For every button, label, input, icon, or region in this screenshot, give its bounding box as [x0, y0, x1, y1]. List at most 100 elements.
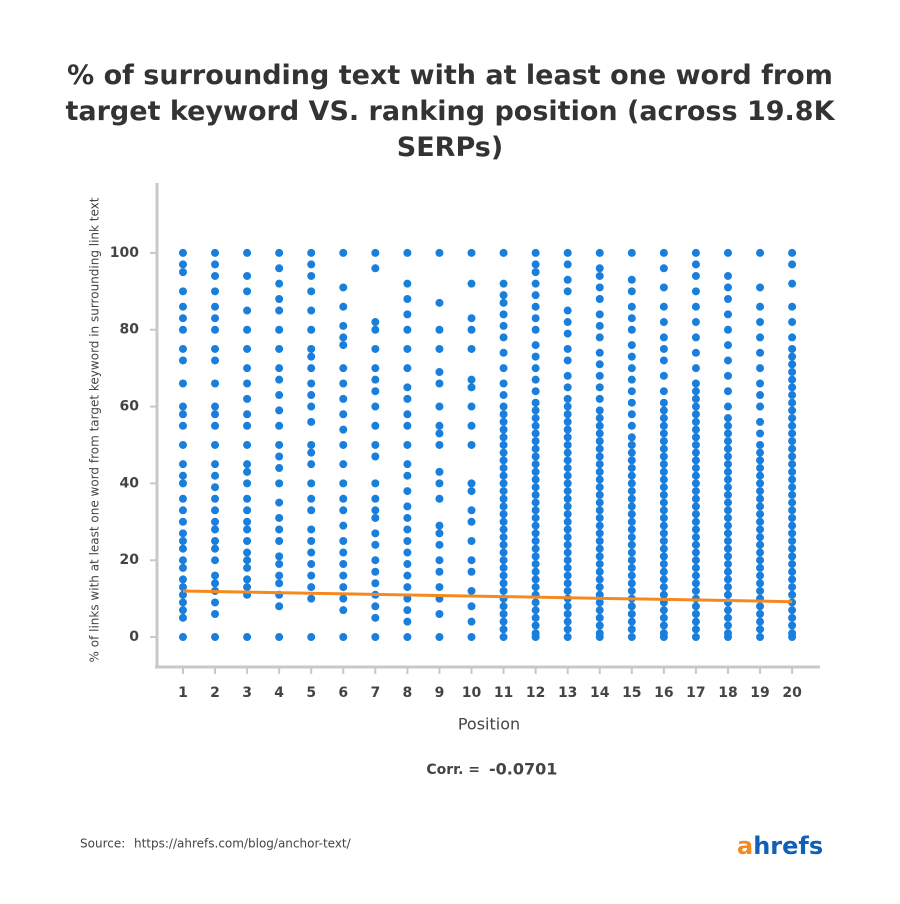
- point: [756, 556, 765, 565]
- point: [243, 556, 252, 565]
- point: [467, 567, 476, 576]
- point: [788, 279, 797, 288]
- point: [756, 302, 765, 311]
- point: [275, 602, 284, 611]
- point: [499, 440, 508, 449]
- point: [531, 314, 540, 323]
- point: [339, 479, 348, 488]
- point: [499, 471, 508, 480]
- point: [435, 429, 444, 438]
- point: [307, 583, 316, 592]
- point: [275, 537, 284, 546]
- point: [659, 452, 668, 461]
- point: [275, 513, 284, 522]
- point: [403, 617, 412, 626]
- point: [788, 467, 797, 476]
- point: [178, 248, 187, 257]
- point: [178, 633, 187, 642]
- point: [339, 283, 348, 292]
- point: [723, 575, 732, 584]
- point: [627, 248, 636, 257]
- point: [531, 452, 540, 461]
- point: [275, 421, 284, 430]
- point: [691, 379, 700, 388]
- point: [691, 471, 700, 480]
- point: [723, 483, 732, 492]
- point: [178, 544, 187, 553]
- point: [659, 498, 668, 507]
- point: [243, 525, 252, 534]
- point: [659, 371, 668, 380]
- point: [595, 271, 604, 280]
- point: [403, 460, 412, 469]
- point: [691, 364, 700, 373]
- point: [403, 410, 412, 419]
- point: [756, 456, 765, 465]
- point: [723, 429, 732, 438]
- point: [211, 598, 220, 607]
- point: [178, 613, 187, 622]
- point: [307, 479, 316, 488]
- point: [178, 325, 187, 334]
- point: [435, 583, 444, 592]
- point: [627, 464, 636, 473]
- point: [499, 563, 508, 572]
- point: [788, 421, 797, 430]
- x-tick-label: 17: [686, 685, 705, 701]
- point: [371, 602, 380, 611]
- point: [595, 310, 604, 319]
- point: [788, 367, 797, 376]
- point: [499, 456, 508, 465]
- point: [243, 575, 252, 584]
- point: [788, 391, 797, 400]
- point: [691, 525, 700, 534]
- point: [723, 271, 732, 280]
- point: [627, 494, 636, 503]
- point: [499, 364, 508, 373]
- point: [275, 633, 284, 642]
- point: [788, 544, 797, 553]
- point: [211, 633, 220, 642]
- point: [563, 633, 572, 642]
- point: [499, 433, 508, 442]
- point: [531, 437, 540, 446]
- point: [467, 633, 476, 642]
- point: [627, 579, 636, 588]
- point: [723, 567, 732, 576]
- point: [627, 287, 636, 296]
- point: [563, 494, 572, 503]
- point: [435, 402, 444, 411]
- point: [659, 537, 668, 546]
- point: [275, 498, 284, 507]
- point: [627, 571, 636, 580]
- point: [691, 260, 700, 269]
- point: [788, 406, 797, 415]
- point: [211, 471, 220, 480]
- point: [435, 633, 444, 642]
- point: [531, 325, 540, 334]
- point: [723, 475, 732, 484]
- point: [531, 513, 540, 522]
- point: [595, 529, 604, 538]
- point: [691, 563, 700, 572]
- point: [788, 383, 797, 392]
- point: [595, 321, 604, 330]
- point: [339, 583, 348, 592]
- point: [531, 521, 540, 530]
- x-tick-label: 5: [306, 685, 316, 701]
- point: [339, 321, 348, 330]
- point: [659, 283, 668, 292]
- point: [467, 517, 476, 526]
- point: [307, 287, 316, 296]
- point: [403, 440, 412, 449]
- point: [307, 391, 316, 400]
- point: [307, 633, 316, 642]
- point: [211, 302, 220, 311]
- point: [339, 571, 348, 580]
- point: [275, 325, 284, 334]
- point: [723, 529, 732, 538]
- source-label: Source:: [80, 837, 125, 851]
- point: [371, 452, 380, 461]
- point: [275, 364, 284, 373]
